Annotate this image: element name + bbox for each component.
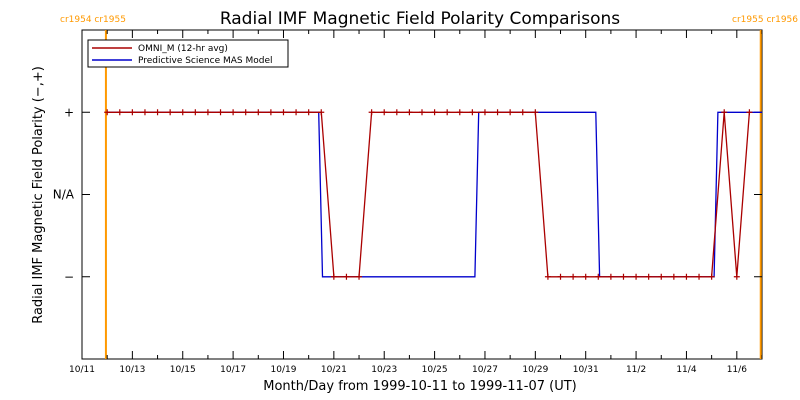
data-point <box>696 273 703 280</box>
carrington-label-right: cr1955 cr1956 <box>732 15 798 25</box>
carrington-label-left: cr1954 cr1955 <box>60 15 126 25</box>
data-point <box>141 109 148 116</box>
chart-title: Radial IMF Magnetic Field Polarity Compa… <box>220 9 620 29</box>
data-point <box>116 109 123 116</box>
data-point <box>204 109 211 116</box>
x-tick-label: 10/25 <box>422 365 448 375</box>
data-point <box>582 273 589 280</box>
data-point <box>343 273 350 280</box>
data-point <box>670 273 677 280</box>
data-point <box>381 109 388 116</box>
x-tick-label: 10/31 <box>573 365 599 375</box>
data-point <box>633 273 640 280</box>
data-point <box>318 109 325 116</box>
x-tick-label: 10/11 <box>69 365 95 375</box>
carrington-lines <box>104 30 762 359</box>
data-point <box>129 109 136 116</box>
data-point <box>721 109 728 116</box>
data-point <box>746 109 753 116</box>
data-point <box>179 109 186 116</box>
series-omni <box>104 109 753 280</box>
data-point <box>557 273 564 280</box>
data-point <box>406 109 413 116</box>
x-tick-label: 10/19 <box>271 365 297 375</box>
data-point <box>507 109 514 116</box>
data-point <box>356 273 363 280</box>
data-point <box>658 273 665 280</box>
x-tick-label: 10/17 <box>220 365 246 375</box>
x-tick-label: 10/21 <box>321 365 347 375</box>
data-point <box>519 109 526 116</box>
x-axis-label: Month/Day from 1999-10-11 to 1999-11-07 … <box>263 379 576 394</box>
data-point <box>733 273 740 280</box>
data-point <box>230 109 237 116</box>
data-point <box>708 273 715 280</box>
plot-frame <box>81 29 763 360</box>
x-tick-label: 11/6 <box>727 365 747 375</box>
data-point <box>104 109 111 116</box>
y-axis-label: Radial IMF Magnetic Field Polarity (−,+) <box>31 66 46 324</box>
series-line-omni <box>107 111 751 278</box>
y-tick-label: N/A <box>53 188 75 202</box>
data-point <box>431 109 438 116</box>
data-point <box>456 109 463 116</box>
y-tick-label: + <box>64 105 74 119</box>
data-point <box>293 109 300 116</box>
x-tick-label: 10/13 <box>119 365 145 375</box>
data-point <box>544 273 551 280</box>
data-point <box>267 109 274 116</box>
x-tick-label: 10/15 <box>170 365 196 375</box>
data-point <box>393 109 400 116</box>
y-tick-label: − <box>64 270 74 284</box>
data-point <box>620 273 627 280</box>
series-model <box>107 111 762 278</box>
x-tick-label: 10/23 <box>371 365 397 375</box>
data-point <box>469 109 476 116</box>
legend-label-omni: OMNI_M (12-hr avg) <box>138 44 228 54</box>
data-point <box>494 109 501 116</box>
legend: OMNI_M (12-hr avg) Predictive Science MA… <box>87 39 289 68</box>
data-point <box>330 273 337 280</box>
data-point <box>167 109 174 116</box>
data-point <box>595 273 602 280</box>
legend-box <box>87 39 289 68</box>
data-point <box>683 273 690 280</box>
x-tick-label: 10/29 <box>522 365 548 375</box>
data-point <box>154 109 161 116</box>
data-point <box>532 109 539 116</box>
x-axis: 10/11 10/13 10/15 10/17 10/19 10/21 10/23 10/25… <box>69 30 763 375</box>
data-point <box>280 109 287 116</box>
data-point <box>192 109 199 116</box>
data-point <box>217 109 224 116</box>
data-point <box>242 109 249 116</box>
data-point <box>444 109 451 116</box>
data-point <box>305 109 312 116</box>
series-line-model <box>107 111 762 278</box>
data-point <box>570 273 577 280</box>
data-point <box>481 109 488 116</box>
data-point <box>368 109 375 116</box>
x-tick-label: 11/2 <box>626 365 646 375</box>
y-axis: − N/A + <box>53 105 762 284</box>
x-tick-label: 11/4 <box>676 365 696 375</box>
data-point <box>255 109 262 116</box>
legend-label-model: Predictive Science MAS Model <box>138 56 273 66</box>
data-point <box>607 273 614 280</box>
data-point <box>645 273 652 280</box>
data-point <box>419 109 425 116</box>
x-tick-label: 10/27 <box>472 365 498 375</box>
